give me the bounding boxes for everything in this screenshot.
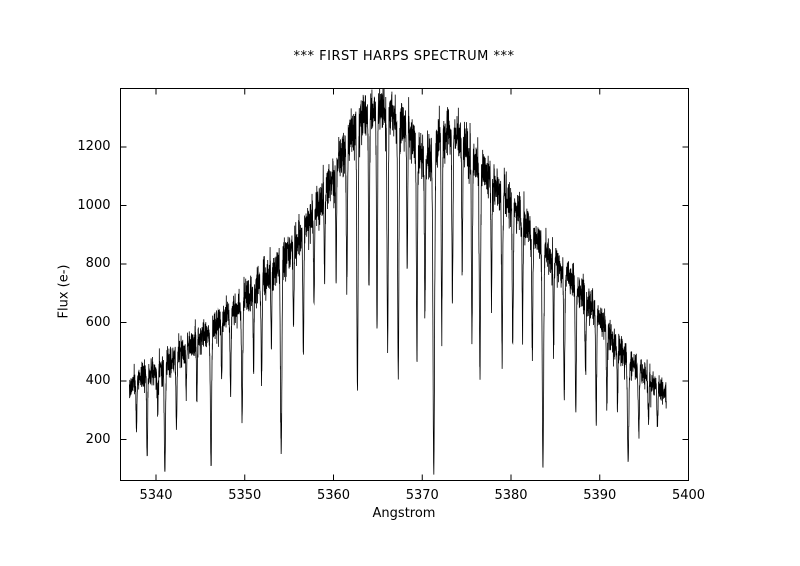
y-tick-label: 1200 (77, 139, 111, 154)
x-tick-label: 5340 (139, 487, 173, 503)
x-tick-label: 5360 (316, 487, 351, 503)
y-tick-label: 400 (85, 373, 111, 389)
x-tick-label: 5400 (671, 487, 706, 503)
x-axis-label: Angstrom (372, 506, 436, 521)
y-tick-label: 600 (85, 314, 111, 330)
y-axis-label: Flux (e-) (56, 264, 72, 319)
x-tick-label: 5390 (583, 487, 617, 503)
y-tick-label: 200 (85, 431, 111, 447)
x-tick-label: 5370 (405, 487, 439, 503)
x-tick-label: 5380 (494, 487, 528, 503)
y-tick-label: 800 (85, 256, 111, 272)
x-tick-label: 5350 (228, 487, 262, 503)
y-tick-label: 1000 (77, 197, 111, 213)
plot-title: *** FIRST HARPS SPECTRUM *** (293, 49, 515, 64)
